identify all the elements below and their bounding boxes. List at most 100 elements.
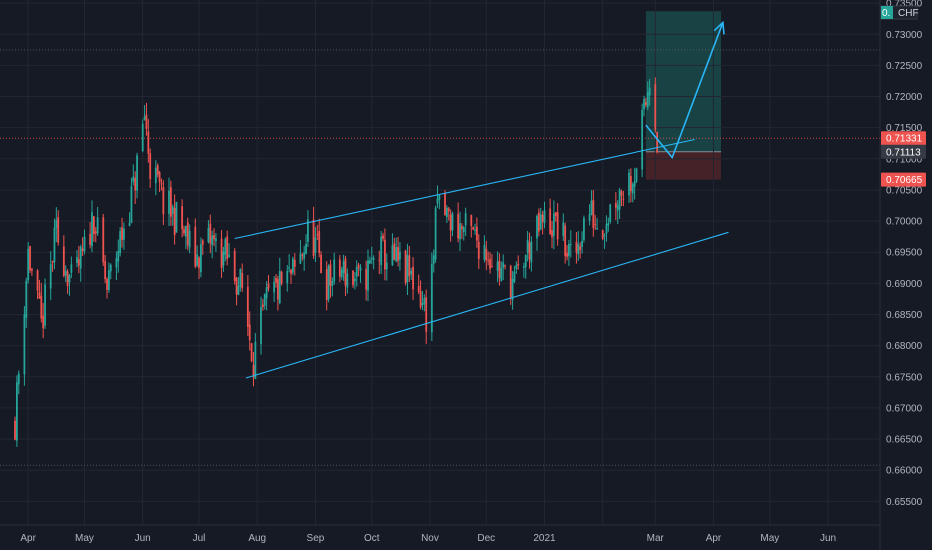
candle (184, 225, 187, 249)
candle-body (393, 243, 396, 260)
candle (423, 294, 426, 312)
candle (434, 205, 437, 263)
candle-body (449, 214, 452, 231)
candle-body (194, 226, 197, 267)
candle-body (29, 246, 31, 271)
candle (160, 178, 163, 191)
candle-body (579, 246, 582, 251)
candle-body (631, 184, 634, 194)
candle (406, 243, 409, 296)
candle-body (171, 206, 174, 214)
candle (504, 264, 506, 270)
candle (49, 251, 52, 300)
candle (581, 231, 583, 254)
projection-arrow (645, 20, 725, 160)
candle-body (169, 187, 172, 217)
candle (318, 218, 321, 258)
candle-body (175, 201, 178, 233)
candle-body (575, 241, 578, 253)
candle (145, 102, 148, 136)
candle (36, 269, 39, 300)
price-tag-bg (881, 172, 926, 187)
candle-body (273, 282, 276, 293)
candle-body (549, 208, 552, 234)
candle-body (569, 243, 572, 245)
candle (154, 160, 157, 196)
candle-body (17, 373, 20, 385)
candle (338, 255, 341, 283)
candle-body (186, 222, 189, 246)
candle (372, 255, 375, 270)
candle (130, 177, 133, 224)
candle-body (220, 238, 223, 268)
candle-body (102, 217, 105, 263)
candle-body (141, 123, 144, 152)
candle-body (357, 264, 360, 268)
y-tick-label: 0.73500 (886, 0, 923, 10)
candle (55, 207, 58, 243)
candle (220, 230, 223, 278)
channel-upper-line (234, 138, 695, 240)
candle (648, 78, 651, 106)
candle (395, 237, 398, 263)
candle (183, 225, 185, 237)
candle-body (320, 254, 322, 274)
candle (629, 168, 632, 203)
candle-body (83, 236, 86, 252)
candle (491, 254, 493, 268)
candle (108, 262, 110, 293)
candle (425, 289, 428, 345)
y-tick-label: 0.66500 (886, 435, 923, 446)
candle-body (158, 172, 161, 183)
candle-body (275, 277, 277, 283)
candle (607, 217, 610, 232)
y-tick-label: 0.70500 (886, 185, 923, 196)
candle (485, 240, 488, 271)
candle-body (198, 257, 200, 268)
candle (353, 272, 356, 290)
candle (207, 220, 210, 244)
candle-body (423, 298, 426, 305)
candle (459, 211, 461, 252)
candle-body (215, 238, 217, 242)
price-tag-bg (881, 144, 926, 159)
x-tick-label: Jul (193, 533, 206, 544)
candle-body (134, 177, 137, 191)
candle (408, 246, 411, 282)
candle (633, 167, 636, 200)
candle (641, 103, 644, 178)
candle-body (132, 176, 135, 182)
candle-body (331, 281, 334, 286)
candle (556, 203, 559, 246)
candle-body (89, 233, 92, 245)
candle-body (64, 270, 67, 276)
candle (241, 263, 244, 292)
candle (158, 170, 161, 193)
candle-body (109, 264, 112, 272)
candle-body (425, 297, 428, 332)
currency-badge-marker (881, 6, 893, 19)
candle-body (68, 275, 71, 283)
x-tick-label: Apr (706, 533, 722, 544)
candle-body (42, 315, 45, 329)
candle (109, 263, 112, 280)
candle (344, 255, 347, 297)
candle (333, 252, 336, 285)
candle (575, 232, 578, 264)
candle-body (301, 254, 304, 256)
candle-body (605, 223, 608, 234)
candle (261, 299, 264, 311)
candle-body (517, 263, 520, 266)
candle (513, 265, 516, 284)
candle-body (603, 235, 606, 237)
candle (509, 264, 512, 305)
x-tick-label: Nov (421, 533, 439, 544)
candle-body (92, 216, 95, 235)
candle (173, 194, 176, 245)
y-tick-label: 0.72000 (886, 92, 923, 103)
candle-body (305, 243, 307, 254)
candle (141, 119, 144, 153)
projection-path (645, 22, 724, 160)
